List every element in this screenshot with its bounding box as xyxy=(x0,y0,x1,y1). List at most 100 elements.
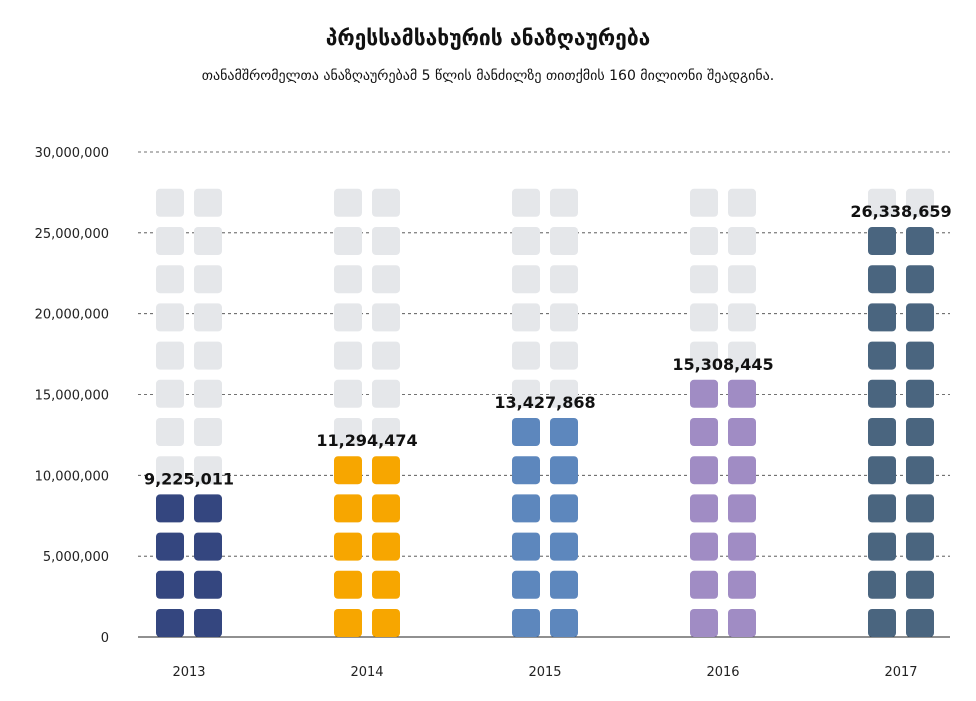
bar-unit-filled xyxy=(906,227,934,255)
x-tick-label: 2017 xyxy=(884,665,917,680)
bar-unit-empty xyxy=(512,341,540,370)
bar-unit-filled xyxy=(372,494,400,523)
bar-unit-filled xyxy=(334,456,362,485)
bar-unit-empty xyxy=(156,227,184,255)
bar-unit-filled xyxy=(512,418,540,446)
bar-unit-filled xyxy=(372,456,400,485)
bar-unit-empty xyxy=(194,456,222,485)
bar-unit-empty xyxy=(194,227,222,255)
bar-unit-empty xyxy=(334,418,362,446)
bar-2017 xyxy=(868,188,934,637)
bar-unit-filled xyxy=(156,532,184,561)
bar-unit-filled xyxy=(690,609,718,637)
bar-unit-empty xyxy=(334,227,362,255)
y-tick-label: 5,000,000 xyxy=(43,550,109,565)
bar-unit-filled xyxy=(728,456,756,485)
bar-unit-filled xyxy=(334,609,362,637)
x-tick-label: 2016 xyxy=(706,665,739,680)
x-tick-label: 2013 xyxy=(172,665,205,680)
bar-unit-empty xyxy=(334,341,362,370)
bar-2013 xyxy=(156,188,222,637)
bar-unit-empty xyxy=(372,227,400,255)
bar-unit-empty xyxy=(334,379,362,408)
bar-unit-empty xyxy=(728,341,756,370)
bar-unit-filled xyxy=(550,418,578,446)
bar-unit-filled xyxy=(690,570,718,599)
bar-unit-filled xyxy=(868,341,896,370)
y-tick-label: 0 xyxy=(101,631,109,646)
bar-unit-filled xyxy=(156,609,184,637)
bar-unit-empty xyxy=(372,188,400,217)
bar-2016 xyxy=(690,188,756,637)
bars xyxy=(156,188,934,637)
bar-unit-filled xyxy=(728,379,756,408)
bar-2014 xyxy=(334,188,400,637)
bar-unit-filled xyxy=(194,494,222,523)
bar-unit-filled xyxy=(906,456,934,485)
bar-unit-filled xyxy=(868,494,896,523)
bar-unit-empty xyxy=(372,379,400,408)
bar-unit-empty xyxy=(194,379,222,408)
value-label: 11,294,474 xyxy=(316,431,417,450)
bar-unit-filled xyxy=(728,418,756,446)
bar-unit-filled xyxy=(690,494,718,523)
bar-unit-empty xyxy=(728,265,756,294)
bar-unit-filled xyxy=(550,609,578,637)
bar-unit-filled xyxy=(868,227,896,255)
bar-unit-filled xyxy=(550,532,578,561)
y-tick-label: 15,000,000 xyxy=(35,389,109,404)
bar-unit-empty xyxy=(194,341,222,370)
bar-unit-empty xyxy=(156,456,184,485)
bar-unit-empty xyxy=(194,265,222,294)
bar-unit-filled xyxy=(868,456,896,485)
bar-unit-empty xyxy=(156,265,184,294)
bar-unit-empty xyxy=(512,227,540,255)
bar-unit-empty xyxy=(194,188,222,217)
bar-unit-filled xyxy=(690,532,718,561)
bar-unit-empty xyxy=(194,418,222,446)
bar-unit-filled xyxy=(550,570,578,599)
bar-unit-filled xyxy=(868,570,896,599)
bar-unit-filled xyxy=(906,532,934,561)
bar-unit-filled xyxy=(550,494,578,523)
value-label: 13,427,868 xyxy=(494,393,595,412)
bar-unit-empty xyxy=(690,188,718,217)
bar-unit-filled xyxy=(868,609,896,637)
bar-unit-filled xyxy=(906,341,934,370)
bar-unit-filled xyxy=(194,570,222,599)
bar-unit-filled xyxy=(690,456,718,485)
bar-unit-empty xyxy=(550,265,578,294)
bar-unit-filled xyxy=(156,570,184,599)
bar-unit-filled xyxy=(512,532,540,561)
bar-unit-empty xyxy=(550,341,578,370)
bar-unit-empty xyxy=(512,379,540,408)
bar-unit-filled xyxy=(690,418,718,446)
bar-unit-empty xyxy=(156,341,184,370)
bar-unit-filled xyxy=(728,609,756,637)
bar-unit-empty xyxy=(372,418,400,446)
bar-unit-empty xyxy=(372,341,400,370)
bar-unit-empty xyxy=(728,227,756,255)
bar-unit-filled xyxy=(906,494,934,523)
bar-unit-filled xyxy=(194,532,222,561)
bar-unit-filled xyxy=(334,532,362,561)
bar-unit-filled xyxy=(372,570,400,599)
bar-unit-empty xyxy=(868,188,896,217)
bar-unit-empty xyxy=(690,265,718,294)
bar-unit-filled xyxy=(156,494,184,523)
y-tick-label: 20,000,000 xyxy=(35,308,109,323)
bar-unit-filled xyxy=(194,609,222,637)
bar-unit-filled xyxy=(868,418,896,446)
bar-unit-empty xyxy=(906,188,934,217)
bar-unit-filled xyxy=(728,494,756,523)
bar-unit-filled xyxy=(868,379,896,408)
bar-unit-filled xyxy=(868,265,896,294)
bar-unit-empty xyxy=(512,265,540,294)
x-axis-labels: 2013 2014 2015 2016 2017 xyxy=(172,665,917,680)
bar-unit-filled xyxy=(906,303,934,332)
value-label: 26,338,659 xyxy=(850,202,951,221)
value-labels: 9,225,011 11,294,474 13,427,868 15,308,445 2… xyxy=(144,202,952,488)
bar-unit-empty xyxy=(550,303,578,332)
bar-unit-empty xyxy=(334,303,362,332)
